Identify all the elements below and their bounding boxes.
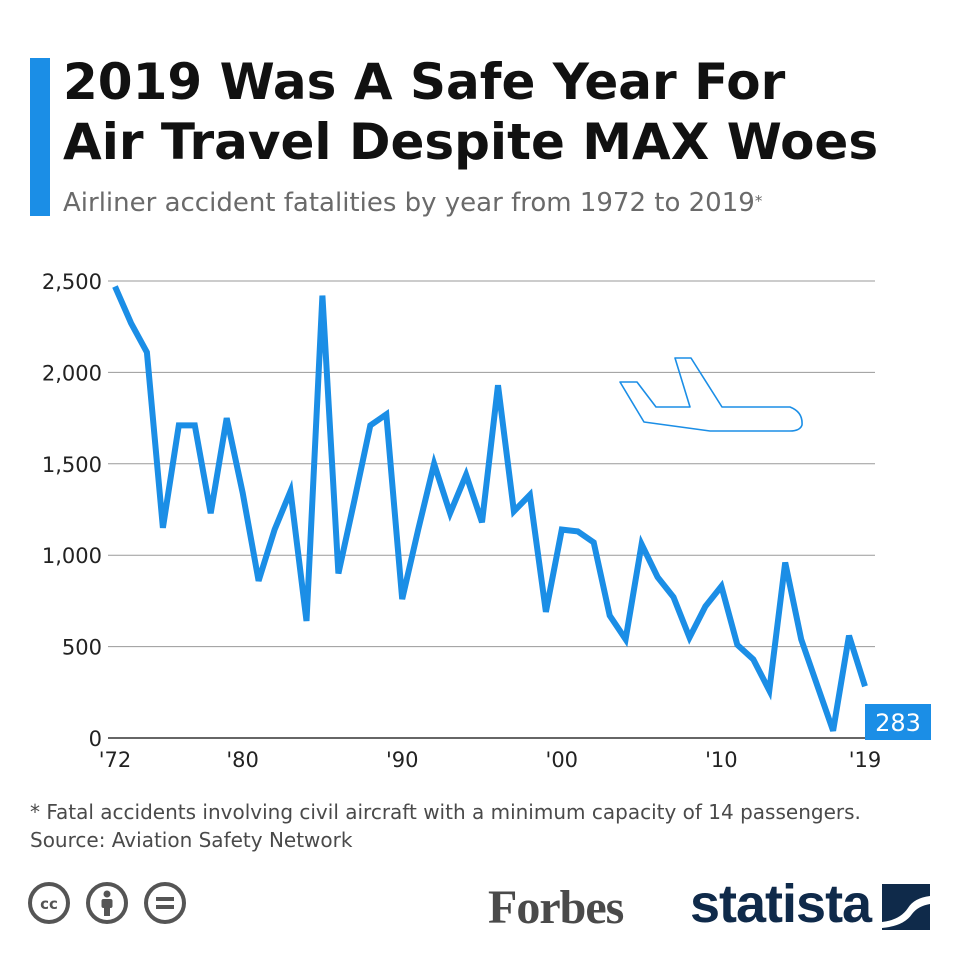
series-line (112, 285, 868, 732)
page-title: 2019 Was A Safe Year For Air Travel Desp… (63, 52, 943, 172)
x-tick-label: '10 (705, 748, 738, 772)
chart-subtitle: Airliner accident fatalities by year fro… (63, 186, 943, 220)
cc-icon: cc (28, 882, 70, 924)
y-tick-label: 1,500 (42, 453, 102, 477)
x-tick-label: '80 (226, 748, 259, 772)
footnote-block: * Fatal accidents involving civil aircra… (30, 798, 945, 854)
subtitle-footnote-mark: * (754, 192, 763, 210)
statista-logo: statista (690, 874, 872, 934)
x-axis-ticks: '72 '80 '90 '00 '10 '19 (99, 748, 882, 772)
y-axis-ticks: 0 500 1,000 1,500 2,000 2,500 (42, 270, 102, 751)
line-chart: 0 500 1,000 1,500 2,000 2,500 '72 '80 '90 '00 '10… (42, 270, 931, 772)
x-tick-label: '90 (386, 748, 419, 772)
y-tick-label: 1,000 (42, 544, 102, 568)
footnote-text: * Fatal accidents involving civil aircra… (30, 800, 861, 824)
subtitle-text: Airliner accident fatalities by year fro… (63, 188, 755, 218)
title-line-1: 2019 Was A Safe Year For (63, 53, 786, 111)
forbes-logo: Forbes (488, 881, 624, 934)
y-tick-label: 500 (62, 636, 102, 660)
attribution-icon (86, 882, 128, 924)
airplane-icon (619, 357, 803, 432)
x-tick-label: '19 (849, 748, 882, 772)
last-value-label: 283 (865, 704, 931, 740)
title-accent-bar (30, 58, 50, 216)
statista-mark-icon (882, 884, 930, 930)
x-tick-label: '72 (99, 748, 132, 772)
y-tick-label: 2,500 (42, 270, 102, 294)
last-value-box (865, 704, 931, 740)
y-tick-label: 2,000 (42, 361, 102, 385)
last-value-text: 283 (875, 709, 921, 737)
svg-text:cc: cc (40, 895, 58, 913)
data-points (114, 286, 866, 731)
y-tick-label: 0 (89, 727, 102, 751)
title-line-2: Air Travel Despite MAX Woes (63, 113, 879, 171)
x-tick-label: '00 (546, 748, 579, 772)
source-text: Source: Aviation Safety Network (30, 828, 353, 852)
no-derivatives-icon (144, 882, 186, 924)
